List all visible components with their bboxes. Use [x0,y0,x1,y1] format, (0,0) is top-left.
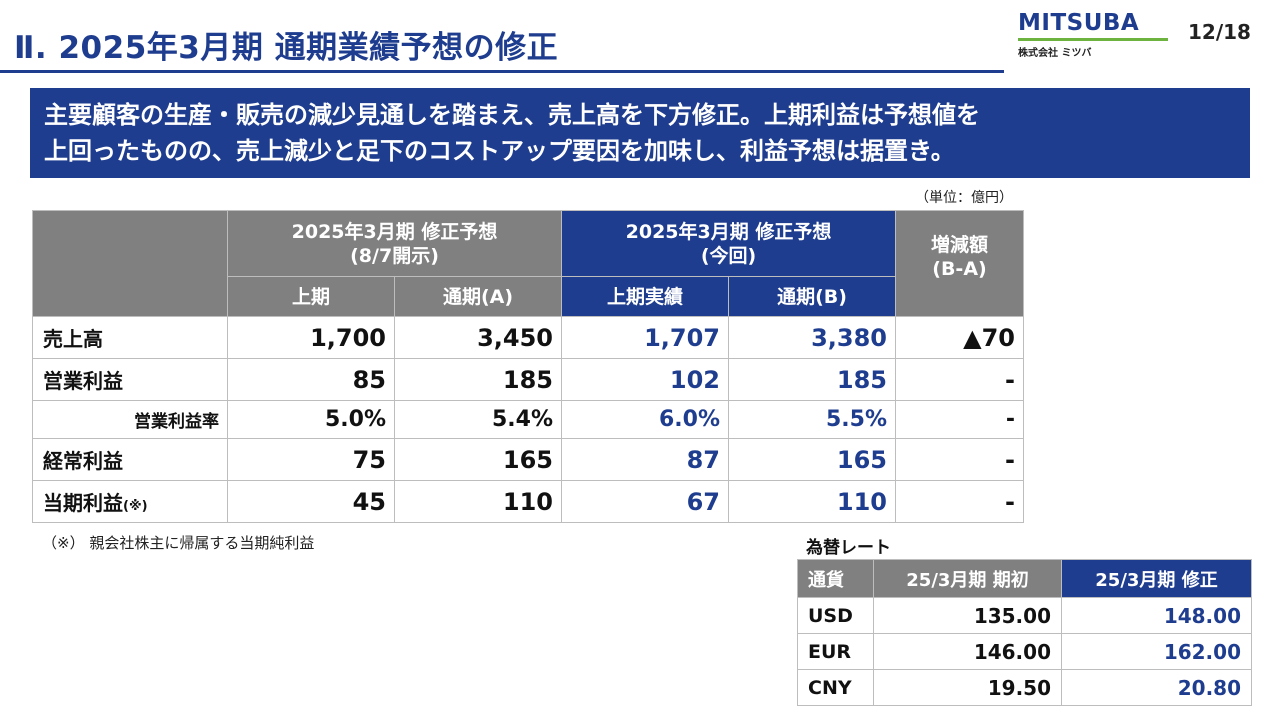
cell-value: 87 [561,438,729,481]
cell-value: 6.0% [561,400,729,439]
group-header-diff: 増減額 (B-A) [895,210,1024,317]
headline-line-1: 主要顧客の生産・販売の減少見通しを踏まえ、売上高を下方修正。上期利益は予想値を [44,101,980,129]
row-label: 営業利益 [32,358,228,401]
cell-value: 67 [561,480,729,523]
cell-value: 5.5% [728,400,896,439]
company-logo: MITSUBA 株式会社 ミツバ [1018,12,1170,59]
subheader-prev-full: 通期(A) [394,276,562,317]
cell-value: 102 [561,358,729,401]
logo-wordmark: MITSUBA [1018,10,1140,36]
fx-header-currency: 通貨 [797,559,874,598]
group-header-previous-line1: 2025年3月期 修正予想 [291,220,498,243]
group-header-previous-line2: (8/7開示) [350,244,439,267]
fx-table: 通貨 25/3月期 期初 25/3月期 修正 USD 135.00 148.00… [797,559,1252,706]
cell-value: 110 [728,480,896,523]
subheader-curr-h1: 上期実績 [561,276,729,317]
headline-line-2: 上回ったものの、売上減少と足下のコストアップ要因を加味し、利益予想は据置き。 [44,137,955,165]
fx-header-initial: 25/3月期 期初 [873,559,1062,598]
group-header-current-line1: 2025年3月期 修正予想 [625,220,832,243]
footnote: （※） 親会社株主に帰属する当期純利益 [42,534,315,552]
fx-initial: 135.00 [873,597,1062,634]
fx-row: EUR 146.00 162.00 [797,633,1252,670]
cell-value: 185 [728,358,896,401]
cell-value: 165 [394,438,562,481]
unit-label: （単位：億円） [915,190,1013,206]
table-row: 営業利益 85 185 102 185 - [32,358,1024,401]
subheader-curr-full: 通期(B) [728,276,896,317]
fx-revised: 148.00 [1061,597,1252,634]
subheader-prev-h1: 上期 [227,276,395,317]
logo-subtitle: 株式会社 ミツバ [1018,48,1092,59]
footnote-marker: (※) [123,499,148,514]
cell-value: 185 [394,358,562,401]
page-title: Ⅱ. 2025年3月期 通期業績予想の修正 [14,30,559,66]
table-row: 売上高 1,700 3,450 1,707 3,380 ▲70 [32,316,1024,359]
cell-value: 1,700 [227,316,395,359]
fx-revised: 162.00 [1061,633,1252,670]
fx-currency: USD [797,597,874,634]
group-header-diff-line2: (B-A) [932,258,987,280]
forecast-table: 2025年3月期 修正予想 (8/7開示) 2025年3月期 修正予想 (今回)… [32,210,1024,523]
title-underline [0,70,1004,73]
headline-box: 主要顧客の生産・販売の減少見通しを踏まえ、売上高を下方修正。上期利益は予想値を … [30,88,1250,178]
cell-value: 45 [227,480,395,523]
cell-value: 85 [227,358,395,401]
cell-diff: - [895,400,1024,439]
logo-green-bar [1018,38,1168,41]
cell-value: 1,707 [561,316,729,359]
table-row: 当期利益(※) 45 110 67 110 - [32,480,1024,523]
group-header-current-line2: (今回) [700,244,757,267]
cell-value: 5.4% [394,400,562,439]
row-label-text: 当期利益 [43,491,123,515]
cell-value: 3,450 [394,316,562,359]
corner-header [32,210,228,317]
cell-value: 3,380 [728,316,896,359]
row-label: 営業利益率 [32,400,228,439]
table-row: 経常利益 75 165 87 165 - [32,438,1024,481]
fx-initial: 19.50 [873,669,1062,706]
fx-revised: 20.80 [1061,669,1252,706]
page-number: 12/18 [1188,20,1251,44]
fx-currency: EUR [797,633,874,670]
cell-diff: - [895,480,1024,523]
cell-diff: ▲70 [895,316,1024,359]
group-header-previous: 2025年3月期 修正予想 (8/7開示) [227,210,562,277]
row-label: 当期利益(※) [32,480,228,523]
row-label: 経常利益 [32,438,228,481]
fx-currency: CNY [797,669,874,706]
group-header-current: 2025年3月期 修正予想 (今回) [561,210,896,277]
group-header-diff-line1: 増減額 [930,234,988,256]
fx-row: CNY 19.50 20.80 [797,669,1252,706]
table-row: 営業利益率 5.0% 5.4% 6.0% 5.5% - [32,400,1024,439]
cell-value: 5.0% [227,400,395,439]
cell-diff: - [895,438,1024,481]
cell-value: 165 [728,438,896,481]
fx-row: USD 135.00 148.00 [797,597,1252,634]
fx-title: 為替レート [806,538,891,558]
fx-header-revised: 25/3月期 修正 [1061,559,1252,598]
cell-diff: - [895,358,1024,401]
cell-value: 110 [394,480,562,523]
cell-value: 75 [227,438,395,481]
fx-initial: 146.00 [873,633,1062,670]
row-label: 売上高 [32,316,228,359]
